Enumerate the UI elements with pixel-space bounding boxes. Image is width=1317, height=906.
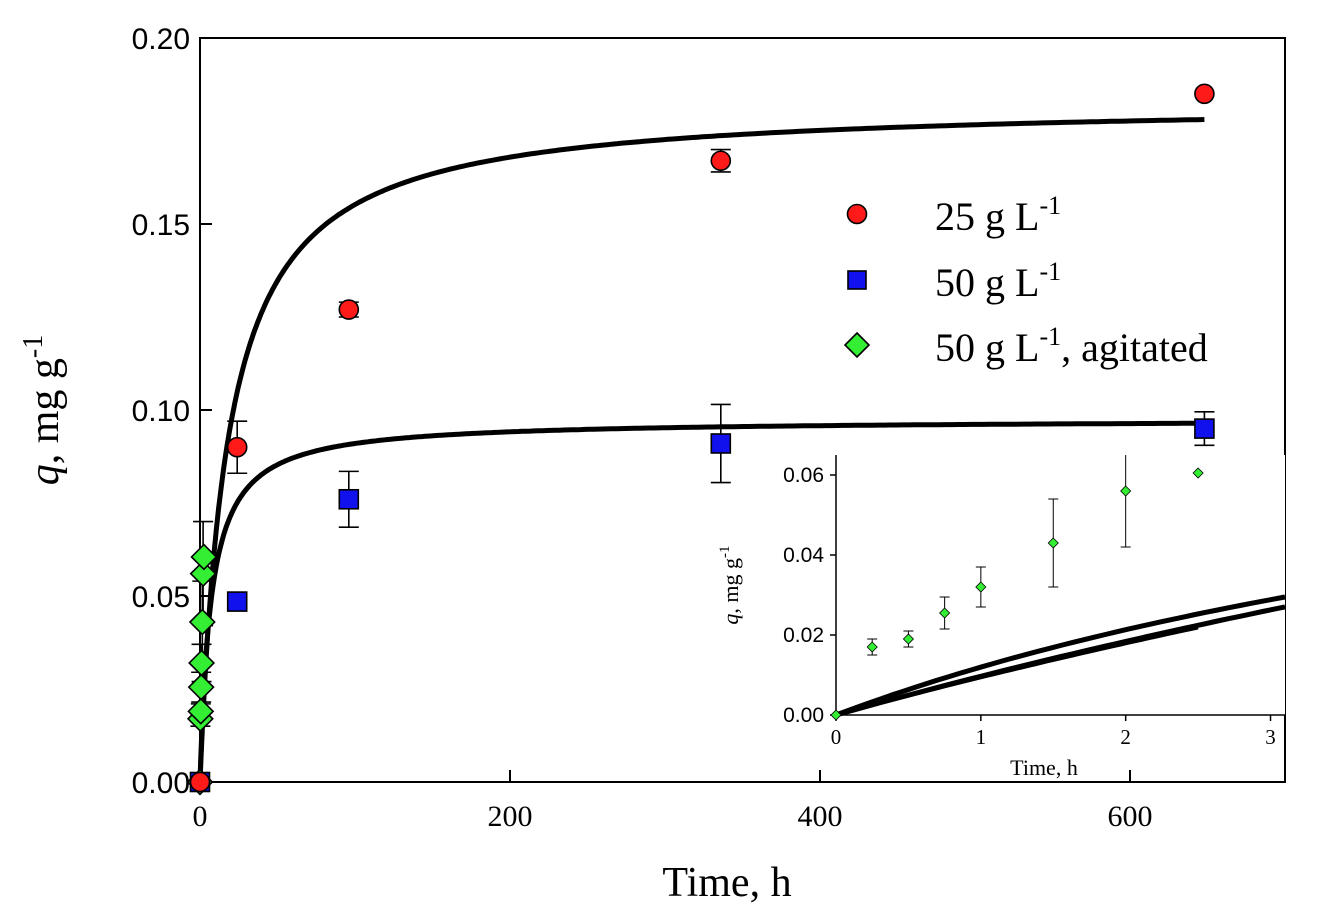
legend-marker-circle	[846, 203, 868, 225]
data-point-circle	[710, 150, 732, 172]
inset-data-points	[830, 467, 1204, 721]
inset-x-tick-label: 3	[1265, 725, 1276, 749]
main-data-points	[186, 83, 1215, 796]
data-point-circle	[338, 299, 360, 320]
main-x-axis-title: Time, h	[662, 860, 791, 906]
inset-y-tick-label: 0.00	[783, 704, 824, 727]
main-y-axis: 0.00 0.05 0.10 0.15 0.20	[132, 23, 212, 800]
inset-x-tick-label: 0	[831, 725, 842, 749]
y-tick-label: 0.15	[132, 209, 190, 242]
y-tick-label: 0.00	[132, 767, 190, 800]
data-point-square	[1194, 418, 1215, 439]
inset-agitated-fit	[835, 625, 1199, 717]
inset-y-axis: 0.00 0.02 0.04 0.06	[783, 464, 836, 727]
inset-data-point-diamond	[902, 633, 914, 645]
inset-y-tick-label: 0.04	[783, 544, 824, 567]
data-point-circle	[1194, 83, 1215, 105]
fit-curve-1	[197, 117, 1205, 782]
data-point-square	[338, 488, 360, 510]
main-y-axis-title: q, mg g-1	[18, 335, 68, 486]
inset-plot-area	[836, 455, 1285, 715]
inset-x-tick-label: 2	[1120, 725, 1131, 749]
y-tick-label: 0.05	[132, 581, 190, 614]
data-point-circle	[189, 771, 211, 793]
inset-fit-curves	[835, 594, 1286, 718]
legend-marker-square	[847, 270, 867, 290]
inset-data-point-diamond	[830, 709, 842, 721]
data-point-diamond	[189, 560, 217, 588]
inset-y-tick-label: 0.02	[783, 624, 824, 647]
inset-data-point-diamond	[1120, 485, 1132, 497]
inset-data-point-diamond	[975, 581, 987, 593]
legend-marker-diamond	[843, 331, 871, 359]
legend: 25 g L-1 50 g L-1 50 g L-1, agitated	[843, 191, 1208, 370]
main-x-axis: 0 200 400 600	[193, 770, 1153, 833]
inset-plot: 0.00 0.02 0.04 0.06 0 1 2 3 q, mg g-1 Time, h	[717, 455, 1286, 780]
inset-x-axis: 0 1 2 3	[831, 715, 1276, 749]
data-point-diamond	[188, 608, 216, 636]
inset-y-tick-label: 0.06	[783, 464, 824, 487]
main-fit-curves	[197, 117, 1205, 782]
x-tick-label: 400	[798, 800, 843, 833]
data-point-square	[710, 433, 732, 454]
x-tick-label: 0	[193, 800, 208, 833]
inset-data-point-diamond	[1192, 467, 1204, 479]
inset-y-axis-title: q, mg g-1	[717, 545, 743, 624]
legend-label-50: 50 g L-1	[935, 257, 1061, 305]
fit-curve-2	[197, 420, 1205, 782]
data-point-square	[226, 591, 248, 612]
inset-x-axis-title: Time, h	[1010, 755, 1078, 780]
data-point-diamond	[190, 543, 218, 571]
data-point-diamond	[187, 673, 215, 701]
inset-x-tick-label: 1	[976, 725, 987, 749]
data-point-circle	[226, 436, 248, 458]
data-point-diamond	[187, 697, 215, 725]
y-tick-label: 0.10	[132, 395, 190, 428]
x-tick-label: 200	[488, 800, 533, 833]
x-tick-label: 600	[1108, 800, 1153, 833]
inset-data-point-diamond	[939, 607, 951, 619]
legend-label-50-agitated: 50 g L-1, agitated	[935, 322, 1208, 370]
inset-error-bars	[867, 455, 1131, 656]
legend-label-25: 25 g L-1	[935, 191, 1061, 239]
y-tick-label: 0.20	[132, 23, 190, 56]
inset-main-fit-2	[835, 594, 1286, 718]
inset-data-point-diamond	[866, 641, 878, 653]
data-point-diamond	[188, 649, 216, 677]
inset-data-point-diamond	[1047, 537, 1059, 549]
